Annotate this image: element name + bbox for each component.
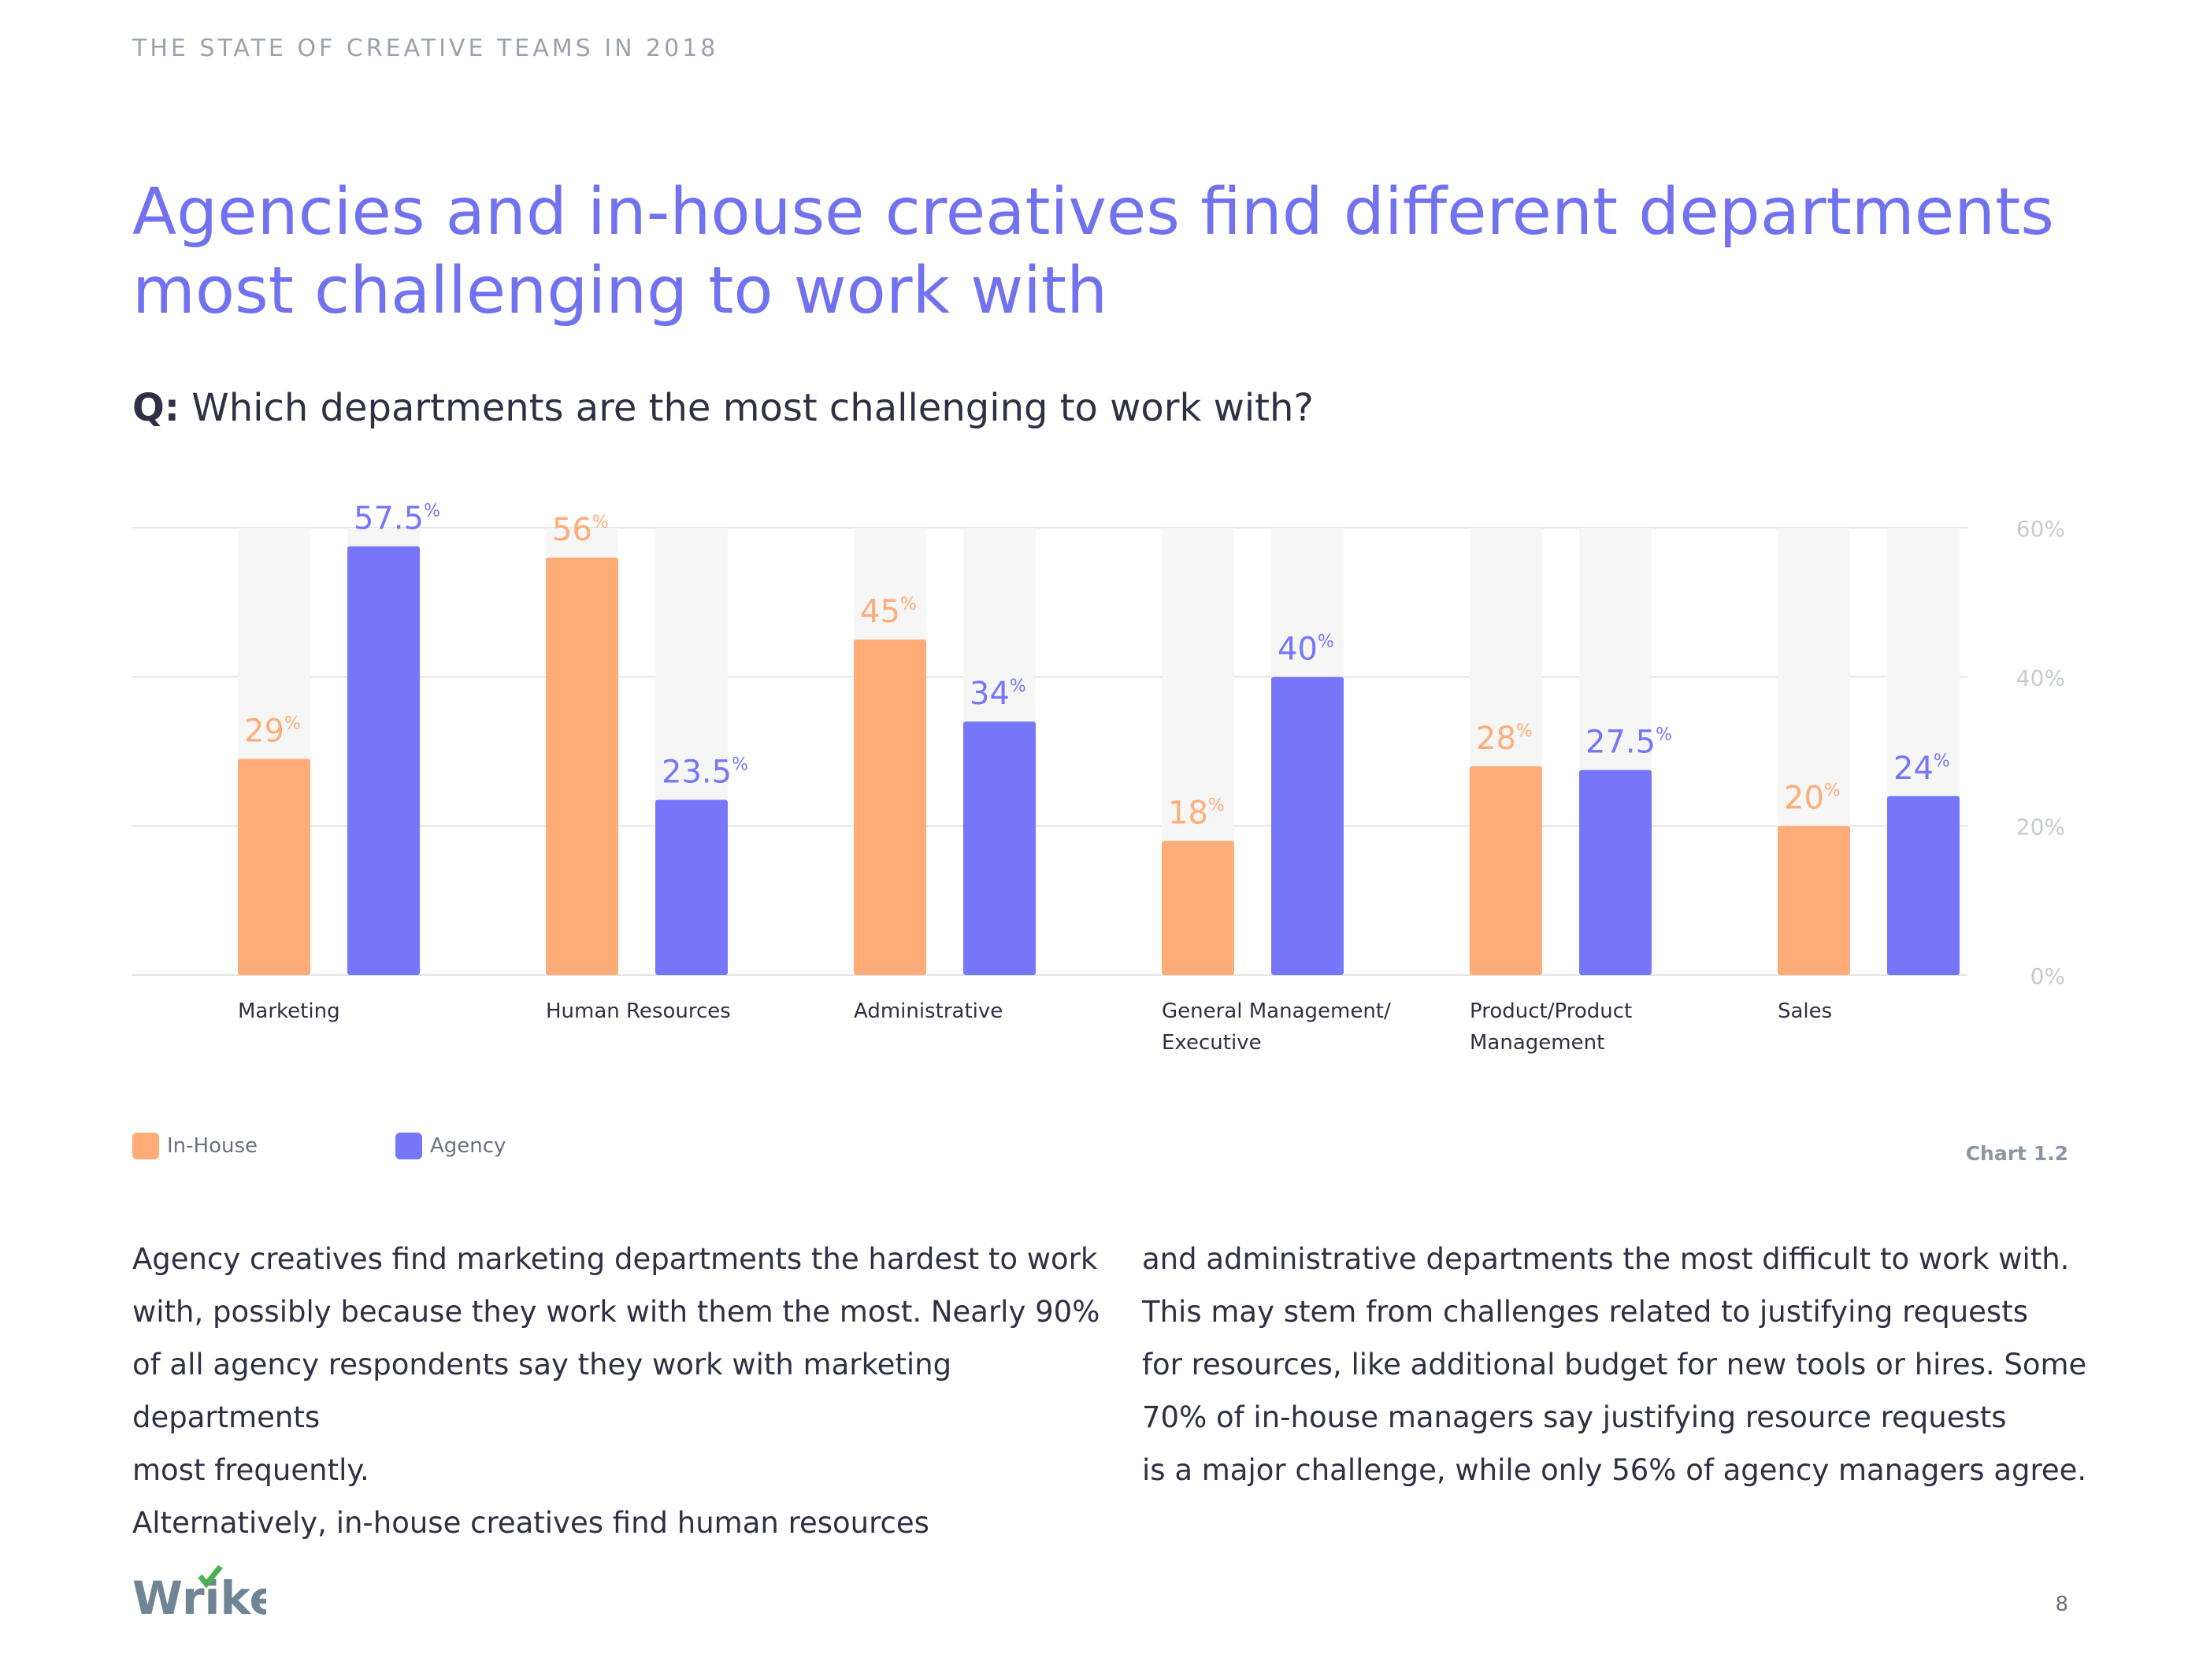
body-line: 70% of in-house managers say justifying …	[1142, 1400, 2007, 1434]
body-line: Agency creatives find marketing departme…	[132, 1242, 1098, 1276]
bar-in-house	[854, 640, 926, 975]
logo-check-icon	[198, 1564, 223, 1589]
legend-label-agency: Agency	[430, 1134, 506, 1158]
body-line: most frequently.	[132, 1453, 369, 1487]
bar-agency	[347, 546, 420, 975]
x-category-label: Product/Product	[1470, 999, 1632, 1023]
wrike-logo: Wrike	[132, 1564, 266, 1625]
x-category-label: Management	[1470, 1031, 1604, 1055]
body-line: This may stem from challenges related to…	[1142, 1295, 2028, 1329]
x-category-label: Executive	[1162, 1031, 1262, 1055]
data-label: 27.5%	[1585, 725, 1672, 761]
data-label: 20%	[1784, 781, 1841, 817]
data-label: 34%	[970, 676, 1026, 712]
bar-agency	[963, 721, 1036, 975]
body-line: with, possibly because they work with th…	[132, 1295, 1100, 1329]
legend-label-in-house: In-House	[167, 1134, 258, 1158]
data-label: 56%	[552, 512, 609, 548]
chart-id: Chart 1.2	[1965, 1142, 2068, 1165]
y-tick-label: 60%	[2016, 516, 2065, 542]
bar-agency	[1887, 795, 1960, 975]
data-label: 45%	[860, 594, 917, 630]
bar-chart: 0% 20% 40% 60% 29% 57.5% Marketing 56% 23.5% Huma…	[132, 501, 2065, 1055]
bar-in-house	[1470, 766, 1542, 975]
question-text: Which departments are the most challengi…	[180, 386, 1314, 430]
page-title: Agencies and in-house creatives find dif…	[132, 175, 2054, 328]
body-line: is a major challenge, while only 56% of …	[1142, 1453, 2087, 1487]
body-line: of all agency respondents say they work …	[132, 1348, 952, 1434]
body-line: Alternatively, in-house creatives find h…	[132, 1506, 929, 1540]
x-category-label: Human Resources	[546, 999, 731, 1023]
question-prefix: Q:	[132, 386, 180, 430]
data-label: 24%	[1893, 751, 1950, 787]
body-text-left: Agency creatives find marketing departme…	[132, 1233, 1109, 1549]
report-eyebrow: THE STATE OF CREATIVE TEAMS IN 2018	[132, 35, 719, 62]
bar-in-house	[1778, 825, 1850, 975]
bar-in-house	[1162, 840, 1234, 975]
body-line: and administrative departments the most …	[1142, 1242, 2070, 1276]
y-tick-label: 0%	[2030, 963, 2065, 989]
y-tick-label: 40%	[2016, 665, 2065, 691]
logo-wordmark: Wrike	[132, 1571, 266, 1625]
legend-swatch-agency	[395, 1133, 422, 1159]
bar-in-house	[238, 758, 310, 975]
x-category-label: General Management/	[1162, 999, 1391, 1023]
body-text-right: and administrative departments the most …	[1142, 1233, 2119, 1496]
bar-in-house	[546, 557, 618, 975]
data-label: 57.5%	[354, 501, 440, 537]
bar-agency	[655, 799, 728, 975]
page-number: 8	[2055, 1593, 2068, 1616]
data-label: 23.5%	[662, 755, 748, 791]
data-label: 18%	[1168, 795, 1225, 832]
question: Q: Which departments are the most challe…	[132, 386, 1314, 430]
data-label: 29%	[244, 713, 301, 749]
data-label: 40%	[1278, 631, 1334, 667]
bar-agency	[1271, 677, 1344, 975]
legend-item-agency: Agency	[395, 1133, 506, 1159]
body-line: for resources, like additional budget fo…	[1142, 1348, 2087, 1381]
x-category-label: Sales	[1778, 999, 1832, 1023]
legend-swatch-in-house	[132, 1133, 159, 1159]
legend-item-in-house: In-House	[132, 1133, 258, 1159]
bar-agency	[1579, 770, 1652, 975]
y-tick-label: 20%	[2016, 814, 2065, 840]
x-category-label: Administrative	[854, 999, 1003, 1023]
data-label: 28%	[1476, 721, 1533, 757]
x-category-label: Marketing	[238, 999, 340, 1023]
